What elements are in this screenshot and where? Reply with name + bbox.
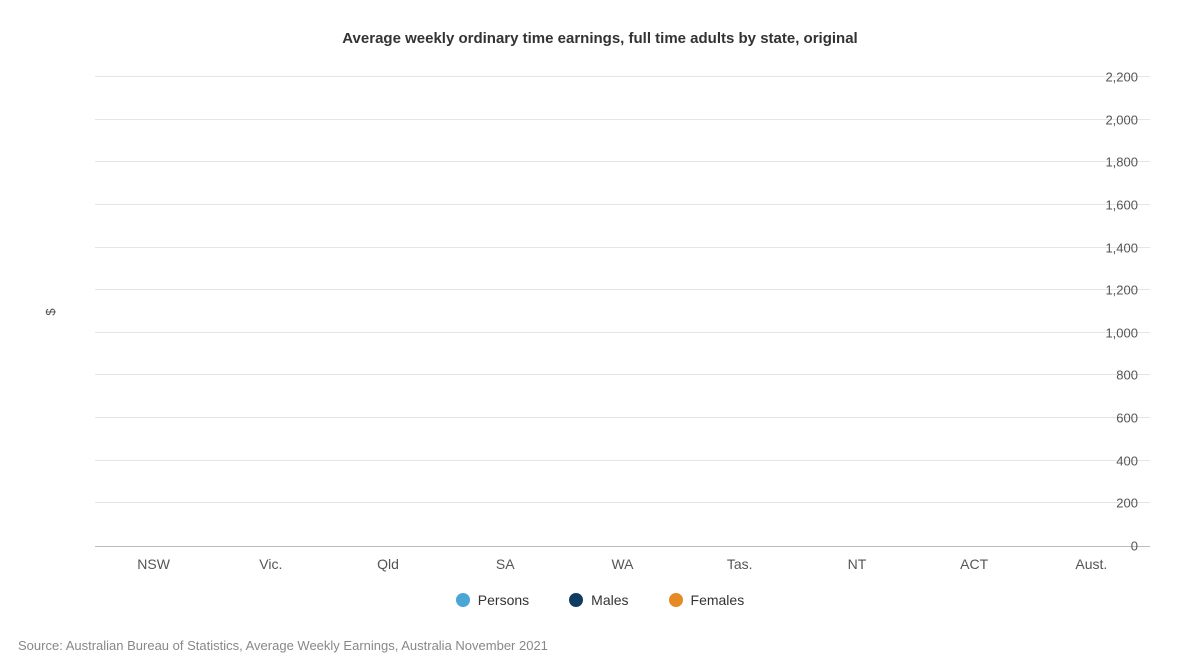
x-label: SA [447,556,564,572]
legend-swatch-icon [569,593,583,607]
chart-container: Average weekly ordinary time earnings, f… [0,0,1200,667]
legend-label: Males [591,592,628,608]
x-label: NT [798,556,915,572]
legend-label: Persons [478,592,529,608]
plot-area: 02004006008001,0001,2001,4001,6001,8002,… [95,77,1150,547]
legend-swatch-icon [669,593,683,607]
y-axis-label: $ [43,308,58,315]
x-label: Aust. [1033,556,1150,572]
x-label: Vic. [212,556,329,572]
legend-label: Females [691,592,745,608]
x-label: Qld [329,556,446,572]
x-label: WA [564,556,681,572]
legend-swatch-icon [456,593,470,607]
plot-wrap: $ 02004006008001,0001,2001,4001,6001,800… [95,77,1150,547]
chart-title: Average weekly ordinary time earnings, f… [40,30,1160,47]
source-text: Source: Australian Bureau of Statistics,… [18,638,548,653]
x-label: ACT [916,556,1033,572]
legend: Persons Males Females [40,592,1160,608]
bars-layer: NSWVic.QldSAWATas.NTACTAust. [95,77,1150,546]
legend-item: Females [669,592,745,608]
legend-item: Males [569,592,628,608]
x-label: Tas. [681,556,798,572]
x-label: NSW [95,556,212,572]
legend-item: Persons [456,592,529,608]
